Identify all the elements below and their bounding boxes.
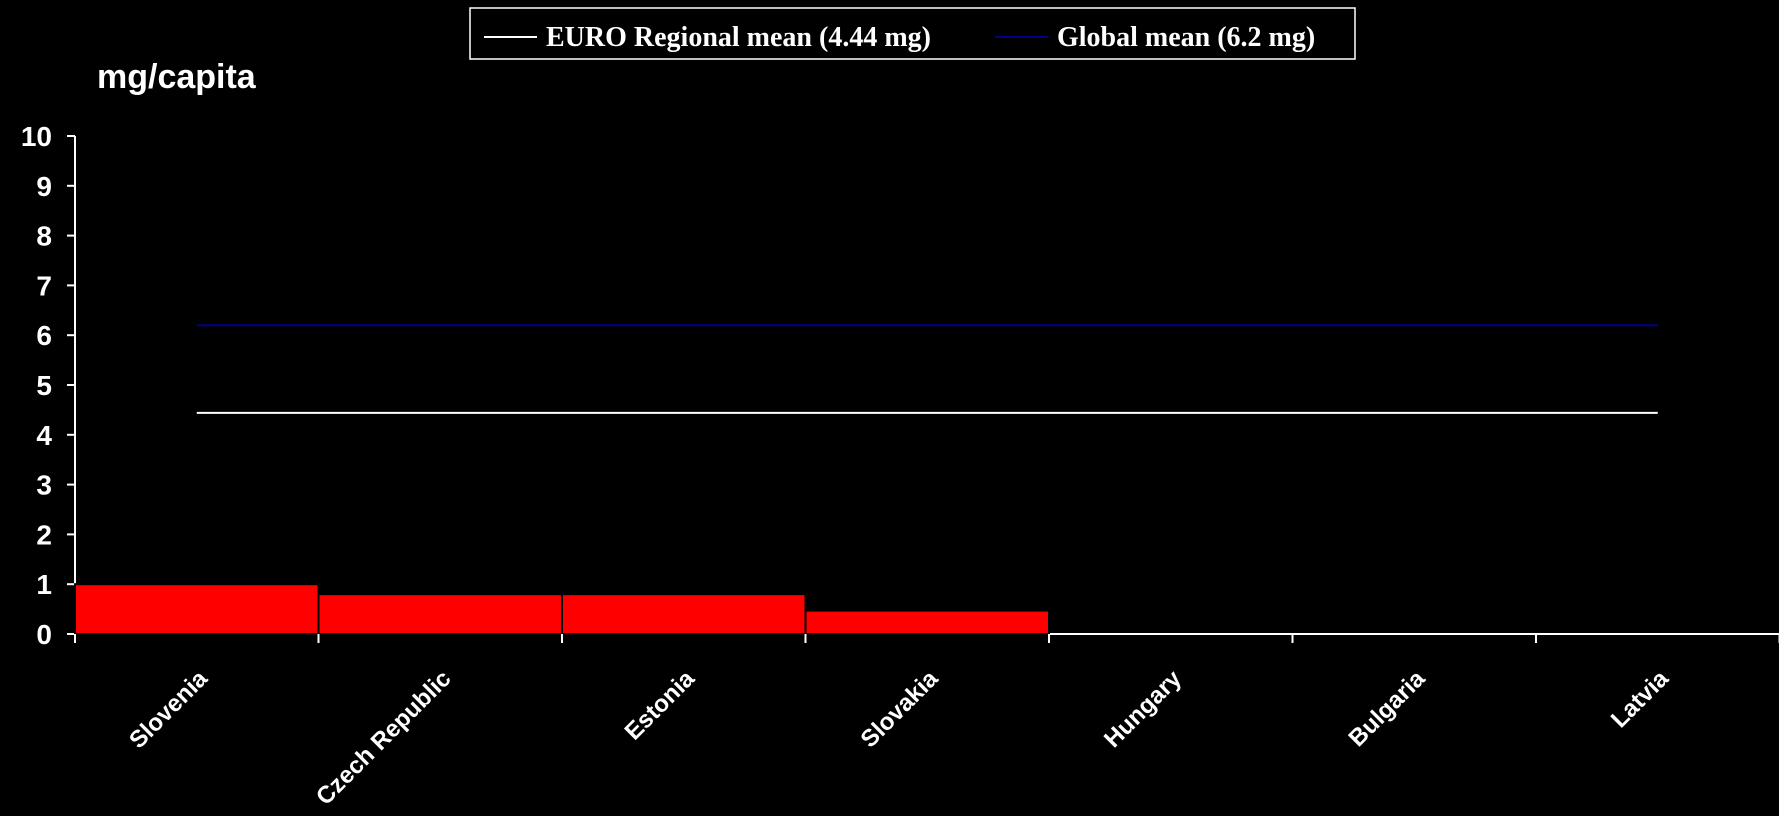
x-tick-label: Slovakia (856, 665, 944, 753)
x-tick-label: Latvia (1606, 665, 1675, 734)
x-ticks: Slovenia Czech Republic Estonia Slovakia Hun… (74, 634, 1779, 811)
y-tick-label: 4 (36, 420, 52, 451)
y-tick-label: 3 (36, 470, 52, 501)
y-tick-label: 10 (21, 121, 52, 152)
legend-label-euro: EURO Regional mean (4.44 mg) (546, 22, 931, 53)
y-tick-label: 5 (36, 370, 52, 401)
y-tick-label: 0 (36, 619, 52, 650)
y-axis-unit-label: mg/capita (97, 58, 257, 96)
bar (74, 583, 320, 636)
bar (561, 593, 807, 635)
y-tick-label: 9 (36, 171, 52, 202)
bars (74, 583, 1050, 636)
x-tick-label: Hungary (1099, 665, 1187, 753)
bar (804, 609, 1050, 635)
legend: EURO Regional mean (4.44 mg) Global mean… (469, 7, 1356, 60)
y-tick-label: 6 (36, 320, 52, 351)
x-tick-label: Czech Republic (311, 665, 456, 810)
y-tick-label: 2 (36, 519, 52, 550)
legend-label-global: Global mean (6.2 mg) (1057, 22, 1315, 53)
y-ticks: 0 1 2 3 4 5 6 7 8 9 10 (21, 121, 75, 650)
y-tick-label: 8 (36, 221, 52, 252)
legend-box (469, 7, 1356, 60)
y-tick-label: 7 (36, 270, 52, 301)
bar (317, 593, 563, 635)
x-tick-label: Estonia (620, 665, 701, 746)
x-tick-label: Slovenia (124, 665, 213, 754)
reference-lines (196, 324, 1658, 414)
x-tick-label: Bulgaria (1343, 665, 1430, 752)
y-tick-label: 1 (36, 569, 52, 600)
